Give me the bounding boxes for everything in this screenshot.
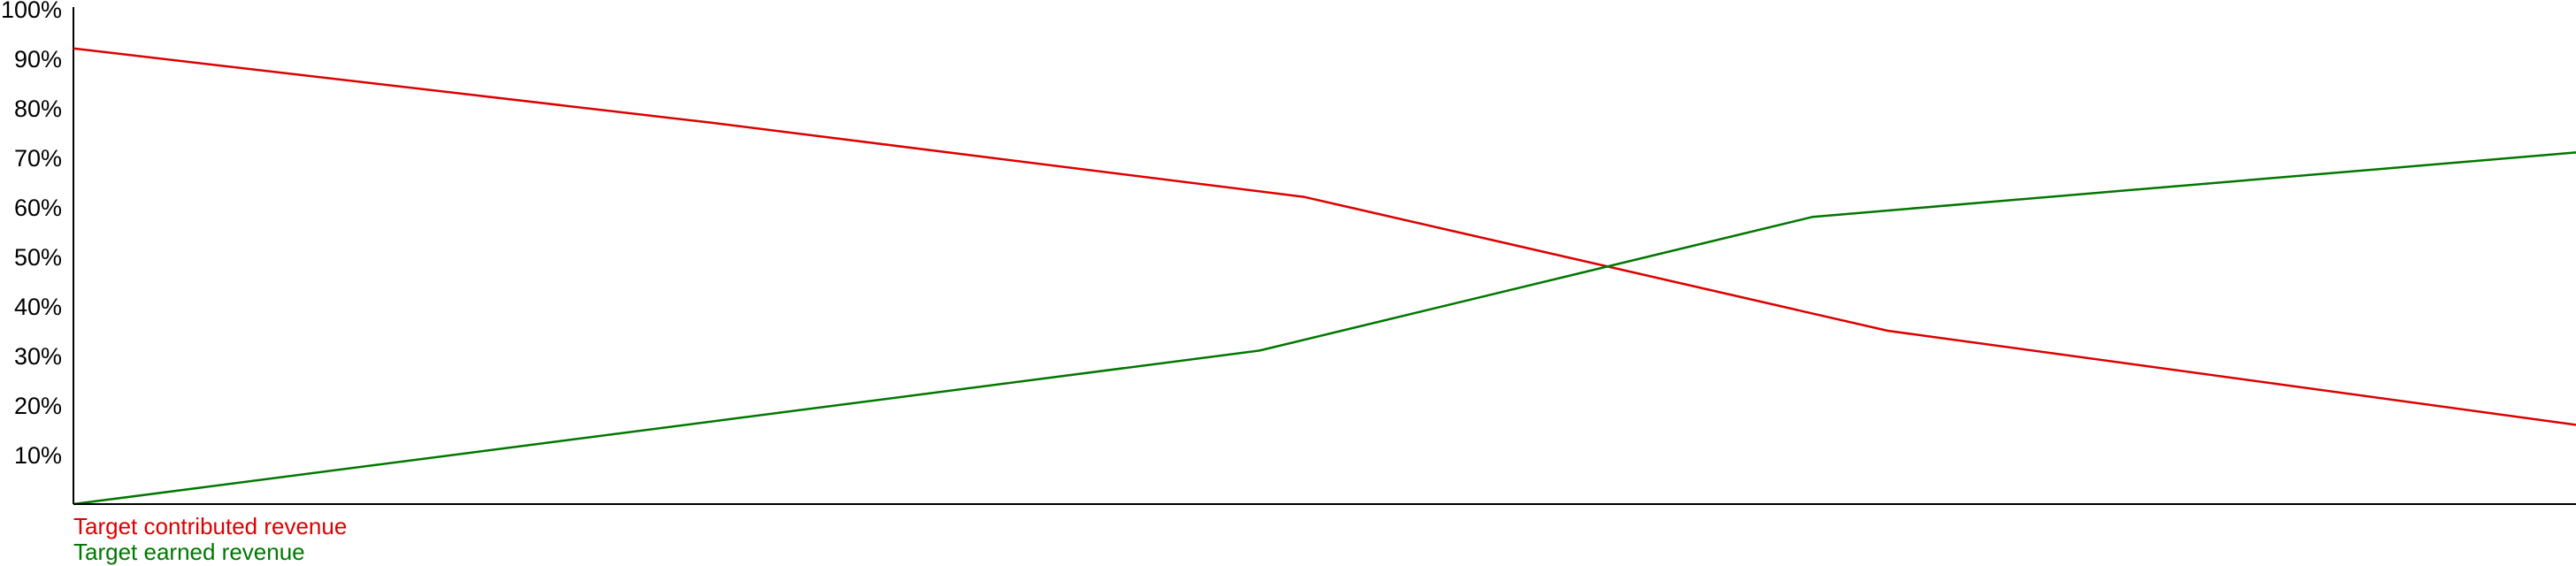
y-tick-label: 20% (14, 393, 62, 419)
y-axis: 10% 20% 30% 40% 50% 60% 70% 80% 90% 100% (1, 0, 74, 504)
y-tick-label: 60% (14, 195, 62, 221)
y-tick-label: 30% (14, 343, 62, 370)
series-line-0 (73, 47, 2576, 426)
y-tick-label: 80% (14, 96, 62, 122)
legend-label-1: Target earned revenue (73, 539, 305, 565)
y-tick-label: 70% (14, 145, 62, 172)
series-line-1 (73, 151, 2576, 506)
plot-area (73, 47, 2576, 506)
legend-label-0: Target contributed revenue (73, 513, 347, 539)
y-tick-label: 50% (14, 244, 62, 271)
y-tick-label: 100% (1, 0, 62, 23)
y-tick-label: 10% (14, 442, 62, 469)
y-tick-label: 40% (14, 294, 62, 320)
y-tick-label: 90% (14, 46, 62, 73)
